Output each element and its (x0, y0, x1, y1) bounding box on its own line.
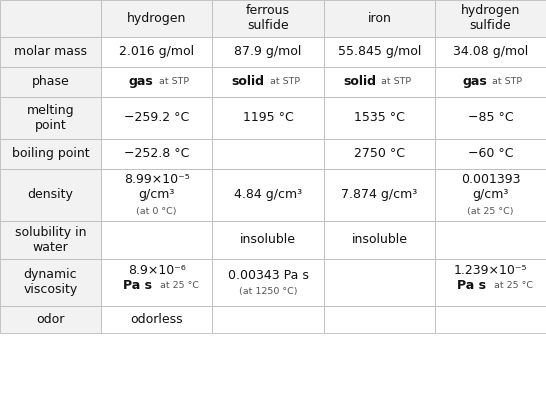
Bar (324, 0, 435, 37)
Text: odorless: odorless (130, 313, 183, 326)
Bar (0, 67, 101, 97)
Bar (101, 67, 212, 97)
Text: at 25 °C: at 25 °C (155, 281, 199, 290)
Text: solid: solid (232, 75, 265, 88)
Bar (101, 259, 212, 306)
Bar (324, 306, 435, 333)
Text: Pa s: Pa s (457, 279, 486, 292)
Text: hydrogen: hydrogen (127, 12, 186, 25)
Text: −259.2 °C: −259.2 °C (124, 111, 189, 124)
Bar (435, 306, 546, 333)
Bar (324, 169, 435, 221)
Text: at 25 °C: at 25 °C (488, 281, 533, 290)
Text: −252.8 °C: −252.8 °C (124, 147, 189, 160)
Text: solubility in
water: solubility in water (15, 226, 86, 254)
Bar (435, 169, 546, 221)
Bar (101, 97, 212, 139)
Text: at STP: at STP (378, 77, 412, 86)
Text: 1535 °C: 1535 °C (354, 111, 405, 124)
Text: insoluble: insoluble (240, 234, 296, 246)
Bar (0, 259, 101, 306)
Text: molar mass: molar mass (14, 45, 87, 58)
Text: 1.239×10⁻⁵: 1.239×10⁻⁵ (454, 264, 527, 277)
Text: at STP: at STP (489, 77, 523, 86)
Text: odor: odor (37, 313, 64, 326)
Bar (0, 139, 101, 169)
Bar (0, 169, 101, 221)
Bar (101, 37, 212, 67)
Bar (324, 259, 435, 306)
Bar (435, 221, 546, 259)
Bar (101, 139, 212, 169)
Text: 2750 °C: 2750 °C (354, 147, 405, 160)
Bar (101, 306, 212, 333)
Bar (324, 37, 435, 67)
Bar (212, 306, 324, 333)
Text: 7.874 g/cm³: 7.874 g/cm³ (341, 188, 418, 201)
Bar (101, 221, 212, 259)
Bar (212, 139, 324, 169)
Text: boiling point: boiling point (11, 147, 90, 160)
Bar (324, 139, 435, 169)
Text: 0.001393
g/cm³: 0.001393 g/cm³ (461, 173, 520, 201)
Text: −85 °C: −85 °C (468, 111, 513, 124)
Text: (at 0 °C): (at 0 °C) (136, 207, 177, 216)
Text: 4.84 g/cm³: 4.84 g/cm³ (234, 188, 302, 201)
Bar (0, 0, 101, 37)
Bar (435, 259, 546, 306)
Text: density: density (27, 188, 74, 201)
Text: Pa s: Pa s (123, 279, 152, 292)
Text: 55.845 g/mol: 55.845 g/mol (338, 45, 421, 58)
Bar (101, 169, 212, 221)
Bar (212, 221, 324, 259)
Text: at STP: at STP (267, 77, 300, 86)
Bar (435, 0, 546, 37)
Bar (435, 67, 546, 97)
Text: 8.9×10⁻⁶: 8.9×10⁻⁶ (128, 264, 186, 277)
Text: solid: solid (343, 75, 376, 88)
Bar (212, 97, 324, 139)
Bar (0, 97, 101, 139)
Bar (0, 37, 101, 67)
Text: iron: iron (367, 12, 391, 25)
Text: 34.08 g/mol: 34.08 g/mol (453, 45, 528, 58)
Bar (212, 259, 324, 306)
Text: 0.00343 Pa s: 0.00343 Pa s (228, 269, 308, 282)
Text: (at 1250 °C): (at 1250 °C) (239, 287, 298, 296)
Text: insoluble: insoluble (352, 234, 407, 246)
Bar (324, 67, 435, 97)
Bar (324, 221, 435, 259)
Text: melting
point: melting point (27, 104, 74, 132)
Text: 2.016 g/mol: 2.016 g/mol (119, 45, 194, 58)
Bar (435, 139, 546, 169)
Text: −60 °C: −60 °C (468, 147, 513, 160)
Text: gas: gas (129, 75, 153, 88)
Bar (212, 67, 324, 97)
Bar (0, 221, 101, 259)
Bar (324, 97, 435, 139)
Bar (435, 37, 546, 67)
Bar (101, 0, 212, 37)
Text: gas: gas (462, 75, 487, 88)
Text: phase: phase (32, 75, 69, 88)
Text: ferrous
sulfide: ferrous sulfide (246, 4, 290, 32)
Bar (435, 97, 546, 139)
Text: 87.9 g/mol: 87.9 g/mol (234, 45, 302, 58)
Bar (212, 0, 324, 37)
Text: at STP: at STP (156, 77, 189, 86)
Bar (0, 306, 101, 333)
Text: 8.99×10⁻⁵
g/cm³: 8.99×10⁻⁵ g/cm³ (124, 173, 189, 201)
Text: hydrogen
sulfide: hydrogen sulfide (461, 4, 520, 32)
Text: 1195 °C: 1195 °C (243, 111, 293, 124)
Text: (at 25 °C): (at 25 °C) (467, 207, 514, 216)
Text: dynamic
viscosity: dynamic viscosity (23, 268, 78, 297)
Bar (212, 169, 324, 221)
Bar (212, 37, 324, 67)
